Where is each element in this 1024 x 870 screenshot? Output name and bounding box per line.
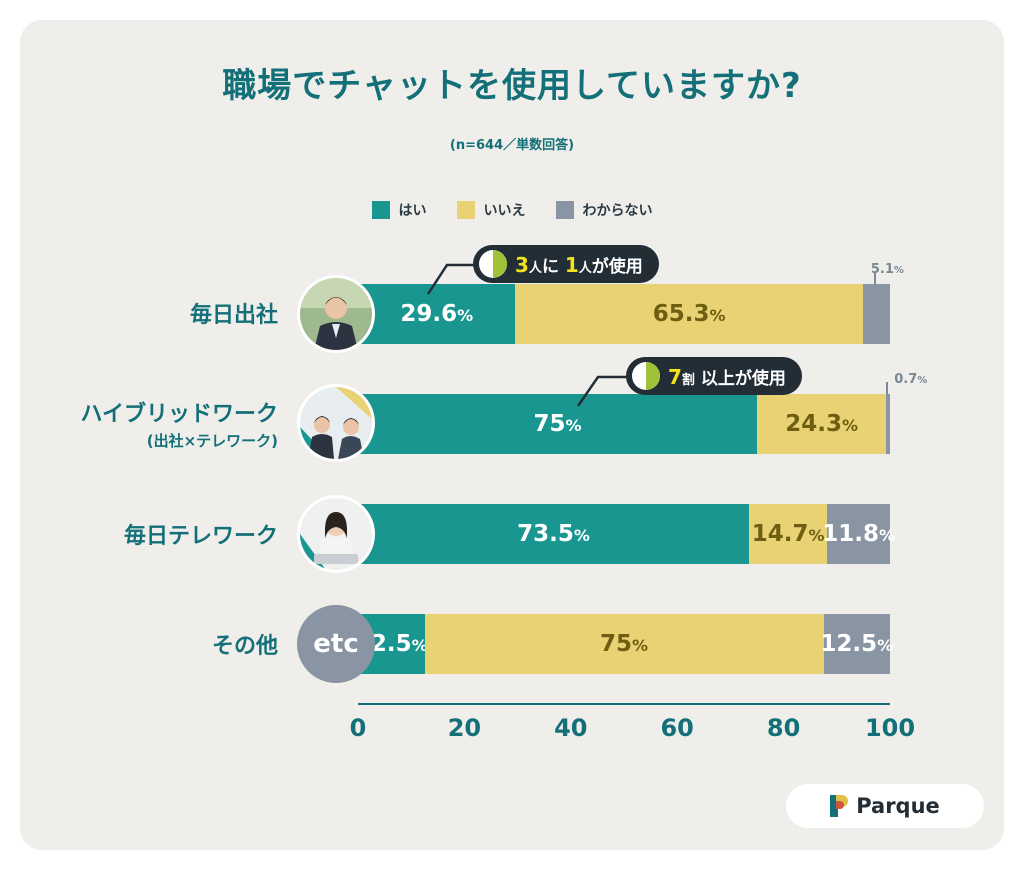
avatar-office-worker — [297, 275, 375, 353]
callout-office: 3人に 1人が使用 — [473, 245, 659, 283]
bar-remote-no — [749, 504, 828, 564]
avatar-hybrid-workers — [297, 384, 375, 462]
callout-office-text: 3人に 1人が使用 — [515, 252, 643, 277]
avatar-other: etc — [297, 605, 375, 683]
bar-office-unknown — [862, 284, 890, 344]
row-label-office: 毎日出社 — [189, 303, 278, 328]
bar-other-unknown — [823, 614, 890, 674]
bar-label-hybrid-yes: 75% — [533, 411, 582, 437]
person-laptop-icon — [300, 498, 372, 570]
chart-title: 職場でチャットを使用していますか? — [222, 66, 802, 106]
bar-label-remote-yes: 73.5% — [517, 521, 590, 547]
bar-leader-hybrid-unknown — [886, 382, 889, 394]
bar-label-remote-unknown: 11.8% — [822, 521, 895, 547]
x-tick-label-20: 20 — [447, 714, 482, 742]
row-sublabel-hybrid: (出社×テレワーク) — [146, 432, 278, 450]
bar-label-remote-no: 14.7% — [751, 521, 825, 547]
parque-logo-icon — [830, 795, 849, 817]
bar-label-office-no: 65.3% — [652, 301, 726, 327]
bar-label-office-unknown: 5.1% — [870, 262, 904, 277]
x-tick-label-0: 0 — [349, 714, 367, 742]
x-tick-label-80: 80 — [766, 714, 801, 742]
x-tick-label-100: 100 — [864, 714, 916, 742]
bar-office-no — [515, 284, 863, 344]
bar-label-office-yes: 29.6% — [400, 301, 474, 327]
bar-remote-unknown — [827, 504, 890, 564]
legend-swatch-unknown — [555, 201, 574, 219]
bar-hybrid-unknown — [886, 394, 890, 454]
bar-other-no — [424, 614, 824, 674]
bar-label-other-unknown: 12.5% — [820, 631, 894, 657]
person-office-icon — [300, 278, 372, 350]
bar-leader-office-unknown — [874, 272, 877, 284]
bar-label-hybrid-unknown: 0.7% — [894, 372, 928, 387]
bar-hybrid-no — [757, 394, 887, 454]
row-label-hybrid: ハイブリッドワーク — [80, 402, 278, 427]
legend-label-no: いいえ — [483, 203, 526, 219]
avatar-remote-worker — [297, 495, 375, 573]
legend-item-yes: はい — [371, 200, 427, 220]
chart-subtitle: (n=644／単数回答) — [449, 138, 575, 153]
x-axis-line — [358, 703, 890, 705]
legend-item-unknown: わからない — [555, 200, 653, 220]
legend-label-unknown: わからない — [582, 203, 653, 219]
bar-label-hybrid-no: 24.3% — [785, 411, 859, 437]
row-label-remote: 毎日テレワーク — [123, 524, 278, 549]
people-team-icon — [300, 387, 372, 459]
face-icon — [479, 250, 507, 278]
callout-hybrid: 7割 以上が使用 — [626, 357, 802, 395]
brand-name: Parque — [856, 794, 940, 818]
legend-swatch-yes — [371, 201, 390, 219]
callout-hybrid-text: 7割 以上が使用 — [668, 364, 786, 389]
legend-swatch-no — [456, 201, 475, 219]
face-icon — [632, 362, 660, 390]
row-label-other: その他 — [211, 634, 278, 659]
x-tick-label-40: 40 — [554, 714, 588, 742]
legend: はい いいえ わからない — [0, 200, 1024, 220]
bar-hybrid-yes — [336, 394, 757, 454]
x-tick-label-60: 60 — [660, 714, 694, 742]
legend-item-no: いいえ — [456, 200, 526, 220]
legend-label-yes: はい — [398, 203, 427, 219]
bar-label-other-no: 75% — [599, 631, 649, 657]
bar-remote-yes — [336, 504, 750, 564]
brand-badge: Parque — [786, 784, 984, 828]
